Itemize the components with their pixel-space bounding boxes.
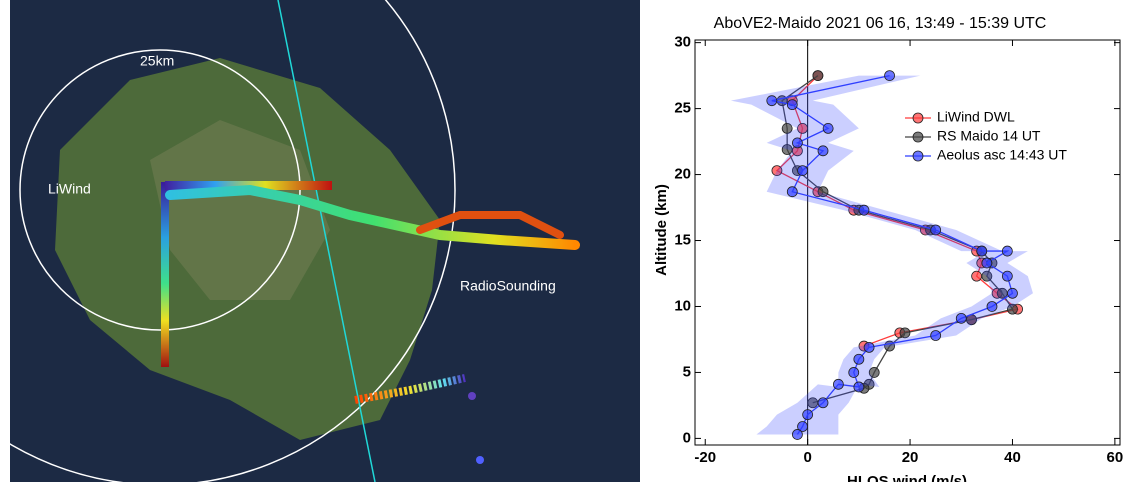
data-point bbox=[817, 186, 829, 198]
plot-area bbox=[694, 39, 1121, 446]
aeolus-track bbox=[277, 0, 376, 482]
sounding-track-upper bbox=[416, 211, 564, 239]
sounding-dot bbox=[476, 456, 484, 464]
sounding-dot bbox=[468, 392, 476, 400]
legend-marker bbox=[912, 112, 924, 124]
data-point bbox=[797, 421, 808, 432]
data-point bbox=[976, 245, 988, 257]
data-point bbox=[792, 137, 803, 149]
data-point bbox=[781, 144, 793, 155]
data-point bbox=[832, 378, 844, 390]
y-tick-label: 25 bbox=[674, 100, 691, 117]
legend-label: Aeolus asc 14:43 UT bbox=[937, 147, 1067, 163]
data-point bbox=[868, 367, 880, 378]
x-tick-label: 20 bbox=[902, 449, 919, 466]
data-point bbox=[781, 122, 793, 134]
y-tick-label: 20 bbox=[674, 166, 691, 183]
y-tick-label: 10 bbox=[674, 297, 691, 314]
data-point bbox=[981, 257, 993, 269]
data-point bbox=[817, 397, 829, 409]
data-point bbox=[955, 312, 967, 324]
site-label: LiWind bbox=[48, 181, 91, 197]
data-point bbox=[981, 270, 993, 282]
data-point bbox=[822, 122, 834, 134]
data-point bbox=[797, 122, 808, 134]
chart-title: AboVE2-Maido 2021 06 16, 13:49 - 15:39 U… bbox=[714, 15, 1047, 32]
x-tick-label: 0 bbox=[803, 449, 811, 466]
y-tick-label: 15 bbox=[674, 231, 691, 248]
legend-marker bbox=[912, 131, 924, 143]
y-tick-label: 30 bbox=[674, 34, 691, 51]
data-point bbox=[930, 224, 942, 236]
y-tick-label: 5 bbox=[683, 363, 691, 380]
map-panel: 25km LiWind RadioSounding bbox=[0, 0, 640, 482]
data-point bbox=[884, 70, 895, 82]
liwind-vertical-scan bbox=[161, 182, 169, 367]
data-point bbox=[858, 204, 870, 216]
data-point bbox=[853, 353, 865, 365]
data-point bbox=[863, 341, 875, 353]
data-point bbox=[1007, 287, 1018, 299]
data-point bbox=[986, 301, 998, 312]
range-label: 25km bbox=[140, 53, 174, 69]
data-point bbox=[971, 270, 983, 282]
x-tick-label: 60 bbox=[1107, 449, 1124, 466]
chart-panel: AboVE2-Maido 2021 06 16, 13:49 - 15:39 U… bbox=[653, 15, 1123, 482]
data-point bbox=[1001, 245, 1013, 257]
data-point bbox=[792, 429, 803, 440]
data-point bbox=[1001, 270, 1013, 282]
island-relief bbox=[150, 120, 330, 300]
x-axis-label: HLOS wind (m/s) bbox=[847, 473, 967, 482]
legend-marker bbox=[912, 150, 924, 162]
data-point bbox=[848, 367, 860, 378]
data-point bbox=[766, 95, 778, 107]
data-point bbox=[930, 330, 942, 341]
data-point bbox=[812, 70, 824, 82]
sounding-label: RadioSounding bbox=[460, 278, 556, 294]
data-point bbox=[1007, 303, 1018, 315]
data-point bbox=[771, 165, 783, 177]
x-tick-label: 40 bbox=[1004, 449, 1021, 466]
data-point bbox=[817, 145, 829, 157]
data-point bbox=[802, 409, 814, 421]
data-point bbox=[797, 165, 808, 177]
y-axis-label: Altitude (km) bbox=[653, 184, 670, 276]
sounding-track bbox=[165, 184, 580, 250]
range-circle-outer bbox=[0, 0, 456, 482]
data-point bbox=[786, 99, 798, 111]
data-point bbox=[786, 186, 798, 198]
uncertainty-band bbox=[730, 75, 1033, 435]
data-point bbox=[853, 381, 865, 393]
sounding-drift bbox=[354, 374, 466, 404]
x-tick-label: -20 bbox=[694, 449, 716, 466]
legend-label: RS Maido 14 UT bbox=[937, 128, 1041, 144]
legend-label: LiWind DWL bbox=[937, 109, 1015, 125]
y-tick-label: 0 bbox=[683, 429, 691, 446]
data-point bbox=[899, 327, 911, 339]
